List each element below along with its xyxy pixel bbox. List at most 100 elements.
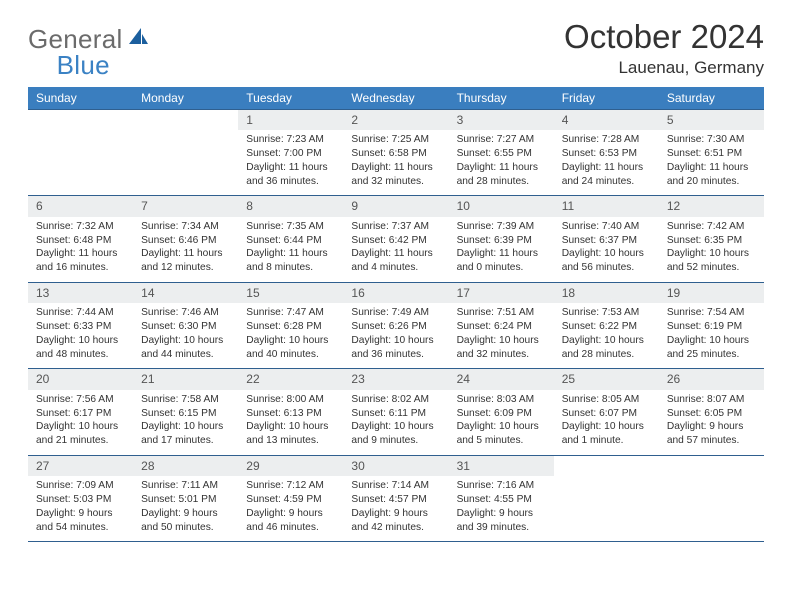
daylight-line: Daylight: 11 hours and 4 minutes. xyxy=(351,247,440,275)
daylight-line: Daylight: 11 hours and 20 minutes. xyxy=(667,161,756,189)
sunrise-line: Sunrise: 7:56 AM xyxy=(36,393,125,407)
day-body: Sunrise: 7:51 AMSunset: 6:24 PMDaylight:… xyxy=(449,303,554,368)
day-body: Sunrise: 7:44 AMSunset: 6:33 PMDaylight:… xyxy=(28,303,133,368)
sunrise-line: Sunrise: 7:28 AM xyxy=(562,133,651,147)
sunset-line: Sunset: 6:24 PM xyxy=(457,320,546,334)
day-cell: 14Sunrise: 7:46 AMSunset: 6:30 PMDayligh… xyxy=(133,283,238,368)
logo: General Blue xyxy=(28,18,110,81)
sunrise-line: Sunrise: 7:42 AM xyxy=(667,220,756,234)
day-number: 26 xyxy=(659,369,764,389)
day-body: Sunrise: 7:28 AMSunset: 6:53 PMDaylight:… xyxy=(554,130,659,195)
sunrise-line: Sunrise: 7:40 AM xyxy=(562,220,651,234)
sunset-line: Sunset: 6:28 PM xyxy=(246,320,335,334)
day-cell: 28 Sunrise: 7:11 AMSunset: 5:01 PMDayligh… xyxy=(133,456,238,541)
sunset-line: Sunset: 5:01 PM xyxy=(141,493,230,507)
week-row: 1Sunrise: 7:23 AMSunset: 7:00 PMDaylight… xyxy=(28,110,764,196)
day-body: Sunrise: 7:25 AMSunset: 6:58 PMDaylight:… xyxy=(343,130,448,195)
day-body xyxy=(659,476,764,532)
sunset-line: Sunset: 4:55 PM xyxy=(457,493,546,507)
day-number: 1 xyxy=(238,110,343,130)
sunrise-line: Sunrise: 7:11 AM xyxy=(141,479,230,493)
daylight-line: Daylight: 9 hours and 50 minutes. xyxy=(141,507,230,535)
day-body: Sunrise: 7:27 AMSunset: 6:55 PMDaylight:… xyxy=(449,130,554,195)
day-body: Sunrise: 7:39 AMSunset: 6:39 PMDaylight:… xyxy=(449,217,554,282)
day-cell: 27Sunrise: 7:09 AMSunset: 5:03 PMDayligh… xyxy=(28,456,133,541)
sunset-line: Sunset: 6:39 PM xyxy=(457,234,546,248)
sunrise-line: Sunrise: 7:30 AM xyxy=(667,133,756,147)
sunset-line: Sunset: 6:33 PM xyxy=(36,320,125,334)
day-cell: 20Sunrise: 7:56 AMSunset: 6:17 PMDayligh… xyxy=(28,369,133,454)
daylight-line: Daylight: 11 hours and 28 minutes. xyxy=(457,161,546,189)
sunrise-line: Sunrise: 7:35 AM xyxy=(246,220,335,234)
dow-cell: Wednesday xyxy=(343,87,448,109)
day-number: 30 xyxy=(343,456,448,476)
day-body: Sunrise: 7:34 AMSunset: 6:46 PMDaylight:… xyxy=(133,217,238,282)
day-number: 14 xyxy=(133,283,238,303)
day-body: Sunrise: 8:02 AMSunset: 6:11 PMDaylight:… xyxy=(343,390,448,455)
sunset-line: Sunset: 5:03 PM xyxy=(36,493,125,507)
day-cell xyxy=(133,110,238,195)
daylight-line: Daylight: 11 hours and 16 minutes. xyxy=(36,247,125,275)
dow-cell: Tuesday xyxy=(238,87,343,109)
sunrise-line: Sunrise: 7:47 AM xyxy=(246,306,335,320)
day-body: Sunrise: 7:56 AMSunset: 6:17 PMDaylight:… xyxy=(28,390,133,455)
day-body: Sunrise: 8:07 AMSunset: 6:05 PMDaylight:… xyxy=(659,390,764,455)
day-number: 19 xyxy=(659,283,764,303)
day-body: Sunrise: 8:03 AMSunset: 6:09 PMDaylight:… xyxy=(449,390,554,455)
day-cell xyxy=(659,456,764,541)
day-number: 17 xyxy=(449,283,554,303)
sunset-line: Sunset: 6:46 PM xyxy=(141,234,230,248)
day-number: 10 xyxy=(449,196,554,216)
sunset-line: Sunset: 6:19 PM xyxy=(667,320,756,334)
day-cell: 18Sunrise: 7:53 AMSunset: 6:22 PMDayligh… xyxy=(554,283,659,368)
day-cell: 19Sunrise: 7:54 AMSunset: 6:19 PMDayligh… xyxy=(659,283,764,368)
day-body: Sunrise: 7:58 AMSunset: 6:15 PMDaylight:… xyxy=(133,390,238,455)
day-cell: 21Sunrise: 7:58 AMSunset: 6:15 PMDayligh… xyxy=(133,369,238,454)
daylight-line: Daylight: 10 hours and 1 minute. xyxy=(562,420,651,448)
day-cell: 22Sunrise: 8:00 AMSunset: 6:13 PMDayligh… xyxy=(238,369,343,454)
daylight-line: Daylight: 9 hours and 57 minutes. xyxy=(667,420,756,448)
calendar: SundayMondayTuesdayWednesdayThursdayFrid… xyxy=(28,87,764,542)
dow-cell: Thursday xyxy=(449,87,554,109)
day-cell: 3Sunrise: 7:27 AMSunset: 6:55 PMDaylight… xyxy=(449,110,554,195)
day-cell: 17Sunrise: 7:51 AMSunset: 6:24 PMDayligh… xyxy=(449,283,554,368)
day-cell: 25Sunrise: 8:05 AMSunset: 6:07 PMDayligh… xyxy=(554,369,659,454)
dow-cell: Sunday xyxy=(28,87,133,109)
week-row: 13Sunrise: 7:44 AMSunset: 6:33 PMDayligh… xyxy=(28,283,764,369)
day-number: 22 xyxy=(238,369,343,389)
day-cell: 24Sunrise: 8:03 AMSunset: 6:09 PMDayligh… xyxy=(449,369,554,454)
daylight-line: Daylight: 10 hours and 9 minutes. xyxy=(351,420,440,448)
sunset-line: Sunset: 6:48 PM xyxy=(36,234,125,248)
sunrise-line: Sunrise: 7:16 AM xyxy=(457,479,546,493)
daylight-line: Daylight: 10 hours and 48 minutes. xyxy=(36,334,125,362)
week-row: 6Sunrise: 7:32 AMSunset: 6:48 PMDaylight… xyxy=(28,196,764,282)
logo-sail-icon xyxy=(127,26,149,53)
sunrise-line: Sunrise: 8:00 AM xyxy=(246,393,335,407)
location: Lauenau, Germany xyxy=(564,58,764,78)
day-body: Sunrise: 7:09 AMSunset: 5:03 PMDaylight:… xyxy=(28,476,133,541)
day-number: 28 xyxy=(133,456,238,476)
day-cell: 26Sunrise: 8:07 AMSunset: 6:05 PMDayligh… xyxy=(659,369,764,454)
daylight-line: Daylight: 10 hours and 13 minutes. xyxy=(246,420,335,448)
day-body: Sunrise: 7:23 AMSunset: 7:00 PMDaylight:… xyxy=(238,130,343,195)
daylight-line: Daylight: 11 hours and 12 minutes. xyxy=(141,247,230,275)
daylight-line: Daylight: 9 hours and 46 minutes. xyxy=(246,507,335,535)
daylight-line: Daylight: 10 hours and 5 minutes. xyxy=(457,420,546,448)
day-body xyxy=(133,130,238,186)
day-body: Sunrise: 7:16 AMSunset: 4:55 PMDaylight:… xyxy=(449,476,554,541)
day-body: Sunrise: 7:40 AMSunset: 6:37 PMDaylight:… xyxy=(554,217,659,282)
day-body: Sunrise: 7:12 AMSunset: 4:59 PMDaylight:… xyxy=(238,476,343,541)
day-number: 27 xyxy=(28,456,133,476)
sunset-line: Sunset: 6:11 PM xyxy=(351,407,440,421)
day-cell: 5Sunrise: 7:30 AMSunset: 6:51 PMDaylight… xyxy=(659,110,764,195)
day-cell: 23Sunrise: 8:02 AMSunset: 6:11 PMDayligh… xyxy=(343,369,448,454)
day-number: 4 xyxy=(554,110,659,130)
daylight-line: Daylight: 11 hours and 36 minutes. xyxy=(246,161,335,189)
sunset-line: Sunset: 6:17 PM xyxy=(36,407,125,421)
day-body: Sunrise: 7:35 AMSunset: 6:44 PMDaylight:… xyxy=(238,217,343,282)
week-row: 20Sunrise: 7:56 AMSunset: 6:17 PMDayligh… xyxy=(28,369,764,455)
day-number: 6 xyxy=(28,196,133,216)
day-number: 9 xyxy=(343,196,448,216)
day-cell: 8Sunrise: 7:35 AMSunset: 6:44 PMDaylight… xyxy=(238,196,343,281)
day-cell: 10Sunrise: 7:39 AMSunset: 6:39 PMDayligh… xyxy=(449,196,554,281)
